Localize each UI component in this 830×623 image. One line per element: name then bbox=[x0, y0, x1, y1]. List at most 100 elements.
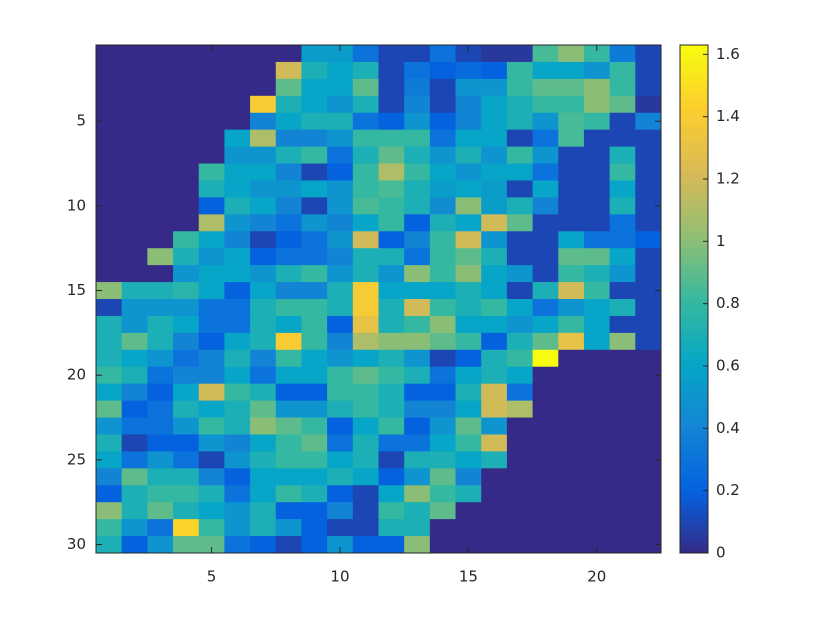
heat-cell bbox=[532, 485, 559, 503]
heat-cell bbox=[481, 282, 508, 300]
colorbar-swatch bbox=[680, 291, 708, 296]
heat-cell bbox=[635, 315, 662, 334]
heat-cell bbox=[327, 315, 354, 334]
heat-cell bbox=[352, 146, 379, 164]
heat-cell bbox=[558, 468, 585, 486]
colorbar-tick-label: 0.4 bbox=[716, 419, 740, 437]
colorbar-swatch bbox=[680, 283, 708, 288]
heat-cell bbox=[250, 129, 277, 147]
heat-cell bbox=[173, 61, 200, 80]
heat-cell bbox=[583, 451, 611, 469]
heat-cell bbox=[224, 349, 251, 368]
heat-cell bbox=[327, 265, 354, 283]
colorbar-swatch bbox=[680, 545, 708, 550]
heat-cell bbox=[532, 299, 559, 317]
heat-cell bbox=[250, 349, 277, 368]
heat-cell bbox=[275, 451, 302, 469]
heat-cell bbox=[275, 468, 302, 486]
colorbar-swatch bbox=[680, 207, 708, 213]
heat-cell bbox=[558, 519, 585, 537]
heat-cell bbox=[147, 95, 174, 114]
heat-cell bbox=[609, 78, 636, 97]
heat-cell bbox=[404, 299, 431, 317]
heat-cell bbox=[147, 61, 174, 80]
heat-cell bbox=[352, 282, 379, 300]
heat-cell bbox=[532, 95, 559, 114]
heat-cell bbox=[609, 95, 636, 114]
heat-cell bbox=[558, 282, 585, 300]
heat-cell bbox=[275, 299, 302, 317]
colorbar-swatch bbox=[680, 132, 708, 137]
heat-cell bbox=[558, 78, 585, 97]
heat-cell bbox=[224, 78, 251, 97]
colorbar-swatch bbox=[680, 386, 708, 391]
heat-cell bbox=[404, 332, 431, 351]
heat-cell bbox=[558, 536, 585, 554]
heat-cell bbox=[96, 95, 123, 114]
heat-cell bbox=[224, 434, 251, 452]
heat-cell bbox=[583, 61, 611, 80]
heat-cell bbox=[96, 468, 123, 486]
heat-cell bbox=[635, 434, 662, 452]
y-tick-label: 25 bbox=[67, 450, 86, 468]
heat-cell bbox=[327, 214, 354, 232]
heat-cell bbox=[429, 536, 456, 554]
heat-cell bbox=[378, 163, 405, 181]
heat-cell bbox=[352, 417, 379, 435]
heat-cell bbox=[481, 434, 508, 452]
heat-cell bbox=[224, 95, 251, 114]
heat-cell bbox=[455, 519, 482, 537]
heat-cell bbox=[378, 197, 405, 215]
heat-cell bbox=[275, 366, 302, 385]
heat-cell bbox=[506, 95, 533, 114]
heat-cell bbox=[506, 248, 533, 266]
heat-cell bbox=[481, 45, 508, 63]
colorbar-swatch bbox=[680, 529, 708, 534]
heat-cell bbox=[609, 282, 636, 300]
heat-cell bbox=[96, 214, 123, 232]
heat-cell bbox=[301, 502, 328, 520]
heat-cell bbox=[635, 61, 662, 80]
heat-cell bbox=[532, 231, 559, 249]
heat-cell bbox=[198, 417, 225, 435]
heat-cell bbox=[327, 468, 354, 486]
heat-cell bbox=[455, 468, 482, 486]
heat-cell bbox=[352, 78, 379, 97]
heat-cell bbox=[558, 299, 585, 317]
heat-cell bbox=[352, 434, 379, 452]
colorbar-swatch bbox=[680, 160, 708, 165]
heat-cell bbox=[506, 451, 533, 469]
heat-cell bbox=[583, 163, 611, 181]
heat-cell bbox=[404, 366, 431, 385]
heat-cell bbox=[481, 400, 508, 418]
heat-cell bbox=[378, 180, 405, 198]
heat-cell bbox=[275, 112, 302, 131]
colorbar-swatch bbox=[680, 493, 708, 498]
heat-cell bbox=[250, 485, 277, 503]
heat-cell bbox=[481, 315, 508, 334]
heat-cell bbox=[224, 61, 251, 80]
heat-cell bbox=[455, 180, 482, 198]
heat-cell bbox=[481, 231, 508, 249]
colorbar-swatch bbox=[680, 374, 708, 379]
colorbar-swatch bbox=[680, 354, 708, 360]
heat-cell bbox=[198, 434, 225, 452]
heat-cell bbox=[404, 349, 431, 368]
colorbar-swatch bbox=[680, 533, 708, 538]
heat-cell bbox=[121, 417, 148, 435]
heat-cell bbox=[121, 265, 148, 283]
heat-cell bbox=[429, 417, 456, 435]
heat-cell bbox=[147, 485, 174, 503]
colorbar-swatch bbox=[680, 437, 708, 443]
heat-cell bbox=[635, 417, 662, 435]
heat-cell bbox=[635, 248, 662, 266]
colorbar-swatch bbox=[680, 164, 708, 169]
heat-cell bbox=[96, 383, 123, 401]
heat-cell bbox=[532, 180, 559, 198]
colorbar-swatch bbox=[680, 235, 708, 240]
heat-cell bbox=[96, 197, 123, 215]
heat-cell bbox=[378, 451, 405, 469]
heat-cell bbox=[198, 248, 225, 266]
heat-cell bbox=[173, 349, 200, 368]
heat-cell bbox=[429, 214, 456, 232]
